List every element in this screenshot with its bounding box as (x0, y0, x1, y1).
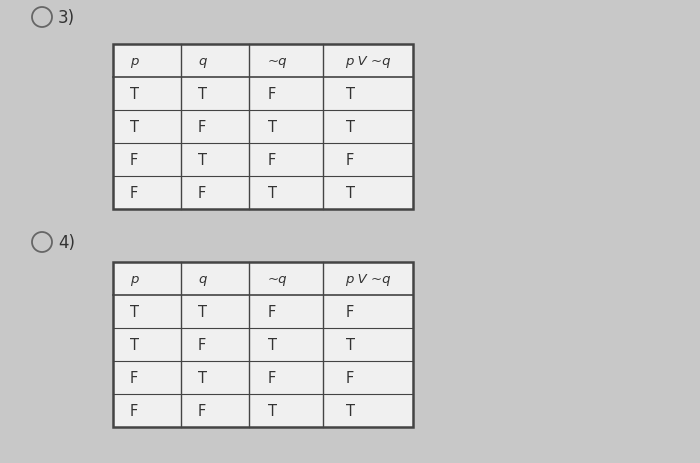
Text: F: F (198, 186, 206, 200)
Text: T: T (130, 304, 139, 319)
Text: F: F (267, 304, 276, 319)
Text: T: T (346, 186, 354, 200)
Bar (113, 45, 413, 210)
Text: F: F (267, 87, 276, 102)
Text: q: q (198, 272, 206, 285)
Text: T: T (267, 120, 276, 135)
Text: F: F (267, 370, 276, 385)
Text: q: q (198, 55, 206, 68)
Text: T: T (198, 370, 207, 385)
Bar (113, 45, 413, 210)
Text: T: T (198, 304, 207, 319)
Text: F: F (130, 153, 139, 168)
Text: T: T (267, 403, 276, 418)
Text: T: T (130, 120, 139, 135)
Bar (113, 263, 413, 427)
Bar (113, 263, 413, 427)
Text: 4): 4) (58, 233, 75, 251)
Text: T: T (198, 153, 207, 168)
Text: T: T (346, 120, 354, 135)
Text: T: T (346, 337, 354, 352)
Text: T: T (346, 87, 354, 102)
Text: p: p (130, 55, 139, 68)
Text: T: T (267, 186, 276, 200)
Text: T: T (198, 87, 207, 102)
Text: F: F (346, 153, 354, 168)
Text: T: T (130, 337, 139, 352)
Text: 3): 3) (58, 9, 75, 27)
Text: p: p (130, 272, 139, 285)
Text: T: T (346, 403, 354, 418)
Text: T: T (130, 87, 139, 102)
Text: F: F (198, 403, 206, 418)
Text: F: F (130, 403, 139, 418)
Text: ~q: ~q (267, 272, 287, 285)
Text: ~q: ~q (267, 55, 287, 68)
Text: F: F (130, 186, 139, 200)
Text: T: T (267, 337, 276, 352)
Text: F: F (346, 304, 354, 319)
Text: p V ~q: p V ~q (346, 272, 391, 285)
Text: p V ~q: p V ~q (346, 55, 391, 68)
Text: F: F (346, 370, 354, 385)
Text: F: F (198, 337, 206, 352)
Text: F: F (198, 120, 206, 135)
Text: F: F (267, 153, 276, 168)
Text: F: F (130, 370, 139, 385)
